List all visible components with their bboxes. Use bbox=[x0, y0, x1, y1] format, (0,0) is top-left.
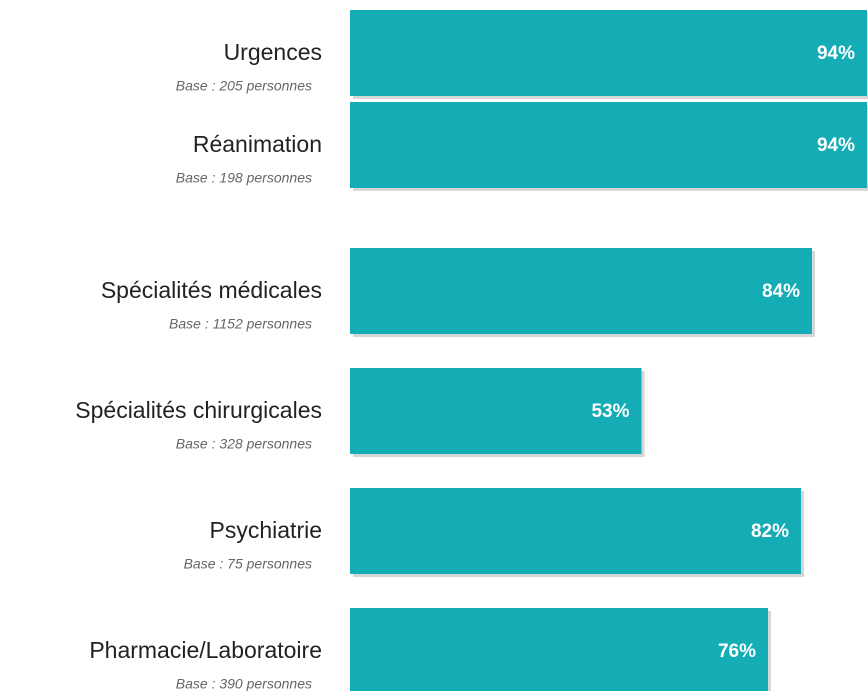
category-subtitle: Base : 390 personnes bbox=[176, 676, 312, 691]
category-label: Spécialités médicales bbox=[101, 277, 322, 303]
category-label: Urgences bbox=[224, 39, 322, 65]
category-subtitle: Base : 198 personnes bbox=[176, 170, 312, 186]
bar bbox=[350, 608, 768, 691]
category-label: Réanimation bbox=[193, 131, 322, 157]
value-label: 94% bbox=[817, 135, 855, 156]
bar bbox=[350, 368, 642, 454]
value-label: 82% bbox=[751, 521, 789, 542]
bar bbox=[350, 248, 812, 334]
value-label: 94% bbox=[817, 43, 855, 64]
value-label: 53% bbox=[591, 401, 629, 422]
bar bbox=[350, 10, 867, 96]
category-label: Psychiatrie bbox=[210, 517, 322, 543]
bar bbox=[350, 102, 867, 188]
category-label: Pharmacie/Laboratoire bbox=[89, 637, 322, 663]
category-subtitle: Base : 1152 personnes bbox=[169, 316, 312, 332]
value-label: 84% bbox=[762, 281, 800, 302]
category-label: Spécialités chirurgicales bbox=[75, 397, 322, 423]
value-label: 76% bbox=[718, 641, 756, 662]
category-subtitle: Base : 205 personnes bbox=[176, 78, 312, 94]
category-subtitle: Base : 75 personnes bbox=[184, 556, 312, 572]
bar bbox=[350, 488, 801, 574]
category-subtitle: Base : 328 personnes bbox=[176, 436, 312, 452]
